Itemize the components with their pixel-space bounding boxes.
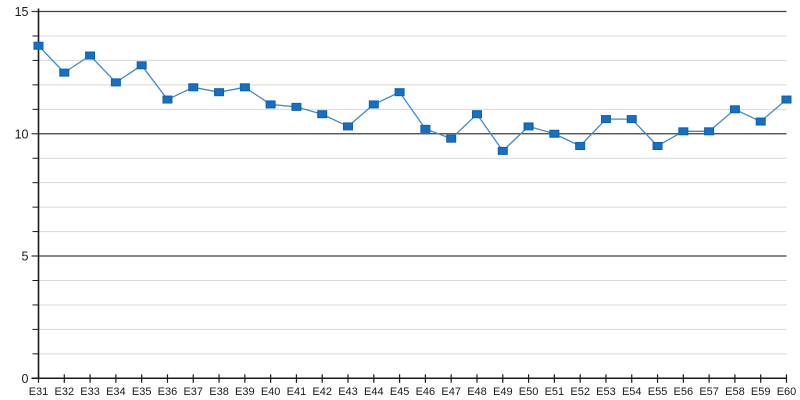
data-point-marker xyxy=(549,129,560,138)
data-point-marker xyxy=(85,51,96,60)
x-tick-label: E41 xyxy=(287,386,307,398)
y-tick-label: 10 xyxy=(15,127,29,141)
data-point-marker xyxy=(317,110,328,119)
data-point-marker xyxy=(704,127,715,136)
data-point-marker xyxy=(368,100,379,109)
x-tick-label: E47 xyxy=(441,386,461,398)
x-tick-label: E32 xyxy=(55,386,75,398)
x-tick-label: E54 xyxy=(622,386,642,398)
x-tick-label: E45 xyxy=(390,386,410,398)
y-tick-label: 5 xyxy=(22,250,29,264)
data-point-marker xyxy=(33,41,44,50)
data-point-marker xyxy=(446,134,457,143)
data-point-marker xyxy=(214,88,225,97)
x-tick-label: E36 xyxy=(158,386,178,398)
x-tick-label: E55 xyxy=(648,386,668,398)
x-tick-label: E59 xyxy=(751,386,771,398)
x-tick-label: E37 xyxy=(183,386,203,398)
x-tick-label: E39 xyxy=(235,386,255,398)
y-tick-label: 15 xyxy=(15,5,29,19)
x-tick-label: E31 xyxy=(29,386,49,398)
data-point-marker xyxy=(239,83,250,92)
x-tick-label: E51 xyxy=(545,386,565,398)
x-tick-label: E34 xyxy=(106,386,126,398)
data-point-marker xyxy=(575,141,586,150)
x-tick-label: E44 xyxy=(364,386,384,398)
x-tick-label: E49 xyxy=(493,386,513,398)
x-tick-label: E46 xyxy=(416,386,436,398)
data-point-marker xyxy=(471,110,482,119)
x-tick-label: E42 xyxy=(312,386,332,398)
data-point-marker xyxy=(420,124,431,133)
x-tick-label: E33 xyxy=(80,386,100,398)
x-tick-label: E56 xyxy=(674,386,694,398)
data-point-marker xyxy=(343,122,354,131)
x-tick-label: E57 xyxy=(699,386,719,398)
x-tick-label: E40 xyxy=(261,386,281,398)
data-line xyxy=(38,45,787,152)
x-tick-label: E53 xyxy=(596,386,616,398)
data-point-marker xyxy=(678,127,689,136)
x-tick-label: E48 xyxy=(467,386,487,398)
data-point-marker xyxy=(523,122,534,131)
data-point-marker xyxy=(652,141,663,150)
data-point-marker xyxy=(781,95,792,104)
data-point-marker xyxy=(136,61,147,70)
x-tick-label: E60 xyxy=(777,386,797,398)
y-tick-label: 0 xyxy=(22,372,29,386)
x-tick-label: E43 xyxy=(338,386,358,398)
data-point-marker xyxy=(291,102,302,111)
data-point-marker xyxy=(265,100,276,109)
data-point-marker xyxy=(162,95,173,104)
data-point-marker xyxy=(600,115,611,124)
x-tick-label: E38 xyxy=(209,386,229,398)
data-point-marker xyxy=(110,78,121,87)
data-point-marker xyxy=(729,105,740,114)
x-tick-label: E50 xyxy=(519,386,539,398)
data-point-marker xyxy=(394,88,405,97)
data-point-marker xyxy=(188,83,199,92)
data-point-marker xyxy=(755,117,766,126)
data-point-marker xyxy=(626,115,637,124)
x-tick-label: E35 xyxy=(132,386,152,398)
x-tick-label: E58 xyxy=(725,386,745,398)
data-point-marker xyxy=(59,68,70,77)
data-point-marker xyxy=(497,146,508,155)
x-tick-label: E52 xyxy=(570,386,590,398)
